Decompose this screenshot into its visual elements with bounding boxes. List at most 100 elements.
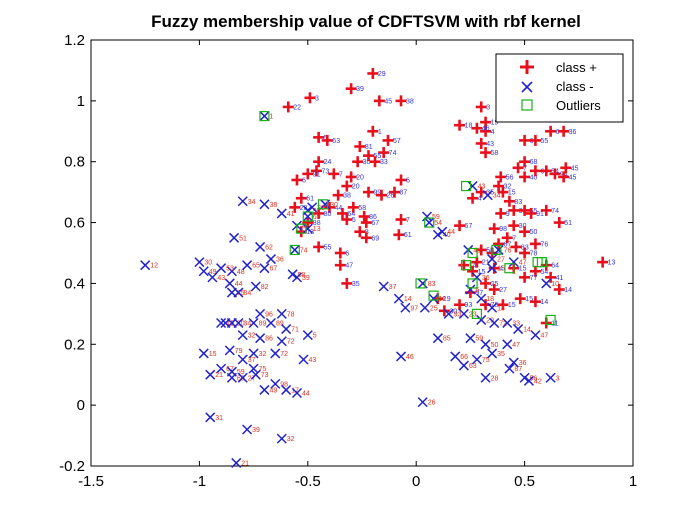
plus-point	[467, 265, 479, 277]
point-label: 88	[313, 220, 321, 227]
point-label: 55	[324, 244, 332, 251]
plus-point	[289, 201, 301, 213]
point-label: 47	[512, 342, 520, 349]
plus-point	[334, 247, 346, 259]
point-label: 64	[551, 263, 559, 270]
cross-point	[482, 190, 493, 201]
point-label: 83	[514, 199, 522, 206]
point-label: 69	[313, 214, 321, 221]
point-label: 21	[241, 460, 249, 467]
point-label: 15	[508, 302, 516, 309]
point-label: 67	[371, 220, 379, 227]
x-tick-label: 0.5	[514, 473, 535, 490]
point-label: 32	[259, 351, 267, 358]
plus-point	[323, 201, 335, 213]
point-label: 53	[226, 266, 234, 273]
cross-point	[265, 317, 276, 329]
plus-point	[373, 95, 385, 107]
cross-point	[424, 217, 435, 228]
point-label: 98	[499, 226, 507, 233]
y-tick-label: 0	[77, 397, 85, 414]
plus-point	[389, 186, 401, 198]
cross-point	[432, 333, 443, 344]
point-label: 73	[321, 168, 329, 175]
cross-point	[513, 324, 524, 335]
cross-point	[270, 348, 281, 359]
point-label: 41	[287, 211, 295, 218]
point-label: 24	[324, 159, 332, 166]
point-label: 72	[287, 339, 295, 346]
point-label: 43	[308, 357, 316, 364]
point-label: 30	[363, 159, 371, 166]
plus-point	[480, 277, 492, 289]
point-label: 14	[523, 327, 531, 334]
point-label: 7	[523, 165, 527, 172]
cross-point	[248, 348, 259, 359]
plus-point	[382, 134, 394, 146]
point-label: 4	[499, 266, 503, 273]
plus-point	[328, 168, 340, 180]
plus-point	[508, 204, 520, 216]
point-label: 41	[556, 275, 564, 282]
point-label: 43	[486, 141, 494, 148]
point-label: 36	[276, 257, 284, 264]
cross-point	[523, 375, 534, 386]
cross-point	[259, 263, 270, 274]
cross-point	[207, 272, 218, 283]
cross-point	[437, 226, 448, 237]
cross-point	[229, 232, 240, 243]
point-label: 18	[465, 123, 473, 130]
point-label: 36	[482, 275, 490, 282]
plus-point	[282, 101, 294, 113]
point-label: 15	[519, 266, 527, 273]
point-label: 30	[519, 223, 527, 230]
cross-point	[480, 372, 491, 383]
cross-point	[226, 372, 237, 383]
point-label: 29	[486, 317, 494, 324]
point-label: 82	[261, 284, 269, 291]
plus-point	[345, 171, 357, 183]
point-label: 49	[269, 387, 277, 394]
cross-point	[248, 363, 259, 374]
point-label: 35	[497, 351, 505, 358]
point-label: 78	[530, 251, 538, 258]
cross-point	[530, 330, 541, 341]
point-label: 5	[324, 135, 328, 142]
point-label: 45	[569, 174, 577, 181]
cross-point	[265, 254, 276, 265]
outlier-point	[428, 290, 439, 301]
point-label: 3	[556, 375, 560, 382]
plus-point	[313, 207, 325, 219]
y-tick-label: 0.4	[64, 275, 85, 292]
point-label: 79	[235, 348, 243, 355]
cross-point	[541, 278, 552, 289]
plus-point	[360, 217, 372, 229]
plus-point	[395, 174, 407, 186]
cross-point	[443, 308, 454, 319]
plus-point	[488, 223, 500, 235]
point-label: 14	[497, 305, 505, 312]
point-label: 15	[209, 351, 217, 358]
cross-point	[519, 372, 530, 383]
point-label: 7	[512, 235, 516, 242]
point-label: 26	[428, 400, 436, 407]
point-label: 21	[215, 372, 223, 379]
cross-point	[248, 317, 259, 329]
cross-point	[237, 330, 248, 341]
cross-point	[422, 211, 433, 222]
plus-point	[393, 229, 405, 241]
plus-point	[313, 156, 325, 168]
point-label: 47	[519, 260, 527, 267]
outlier-point	[289, 244, 300, 256]
cross-point	[476, 293, 487, 304]
point-label: 67	[465, 223, 473, 230]
plus-point	[501, 232, 513, 244]
plus-point	[597, 256, 609, 268]
point-label: 57	[393, 138, 401, 145]
point-label: 25	[430, 305, 438, 312]
cross-point	[450, 351, 461, 362]
plus-point	[560, 162, 572, 174]
point-label: 7	[406, 217, 410, 224]
point-label: 45	[384, 98, 392, 105]
